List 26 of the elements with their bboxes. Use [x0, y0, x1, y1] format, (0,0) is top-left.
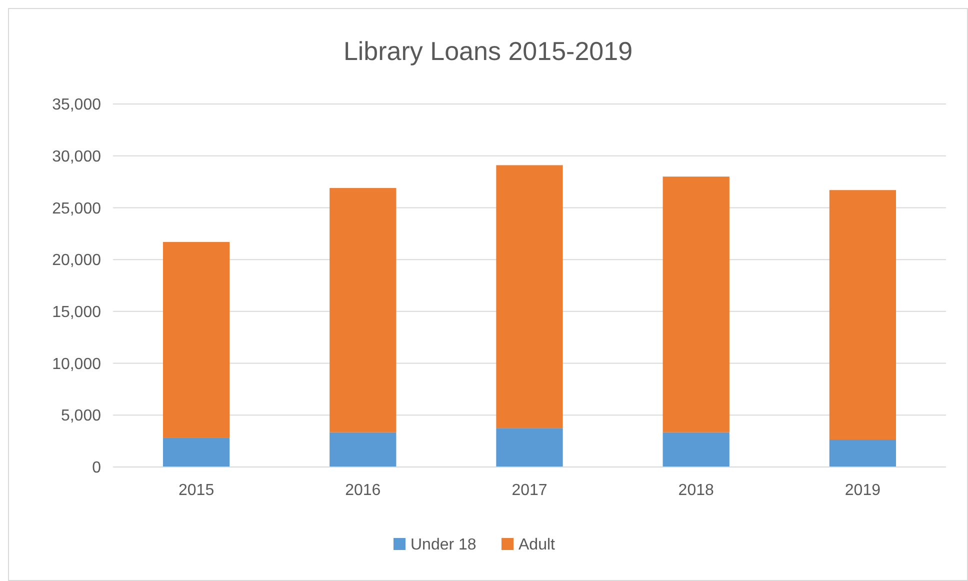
chart-title: Library Loans 2015-2019 — [343, 36, 633, 66]
bar — [662, 432, 730, 467]
x-tick-label: 2017 — [512, 482, 548, 499]
bar — [496, 428, 563, 467]
bar — [662, 176, 730, 432]
y-tick-label: 25,000 — [52, 200, 102, 218]
y-tick-label: 20,000 — [52, 252, 102, 270]
y-tick-label: 35,000 — [52, 96, 102, 114]
bar — [330, 188, 396, 432]
bar — [330, 432, 396, 467]
bar — [829, 190, 896, 440]
bar — [162, 438, 230, 467]
x-tick-label: 2018 — [678, 482, 714, 499]
bar — [829, 440, 896, 467]
legend-label: Under 18 — [410, 536, 476, 554]
x-tick-label: 2015 — [178, 482, 214, 499]
y-tick-label: 30,000 — [52, 148, 102, 166]
y-tick-label: 5,000 — [60, 408, 102, 425]
y-tick-label: 15,000 — [52, 304, 102, 322]
bar — [496, 165, 563, 428]
bar — [162, 242, 230, 438]
y-tick-label: 0 — [92, 460, 102, 477]
y-tick-label: 10,000 — [52, 356, 102, 373]
x-tick-label: 2019 — [844, 482, 881, 499]
x-tick-label: 2016 — [345, 482, 381, 499]
legend-label: Adult — [518, 536, 556, 554]
